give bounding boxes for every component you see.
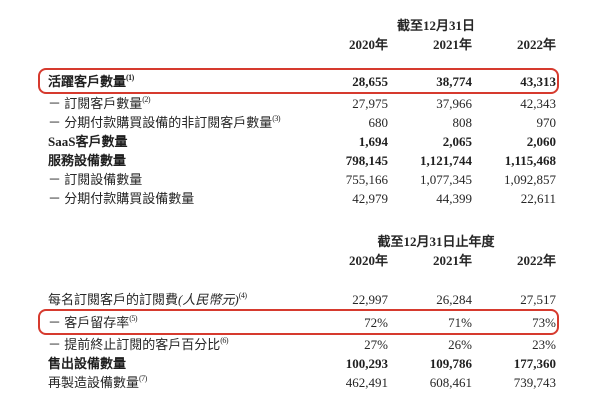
- row-value-2021: 1,121,744: [420, 153, 472, 168]
- row-value-2020: 755,166: [345, 172, 388, 187]
- footnote-superscript: (3): [272, 114, 281, 123]
- row-value-2022: 1,092,857: [504, 172, 556, 187]
- period-header: 截至12月31日: [396, 18, 475, 33]
- row-value-2020: 680: [368, 115, 389, 130]
- row-value-2022: 2,060: [526, 134, 556, 149]
- row-label: － 訂閱設備數量: [48, 172, 143, 187]
- footnote-superscript: (7): [139, 374, 147, 383]
- row-label: 服務設備數量: [48, 153, 127, 168]
- table-row-installment-devices: － 分期付款購買設備數量 42,979 44,399 22,611: [48, 189, 556, 208]
- table-row-customer-retention: － 客戶留存率(5) 72% 71% 73%: [38, 309, 559, 335]
- row-label: 售出設備數量: [48, 356, 127, 371]
- row-label: － 訂閱客戶數量(2): [48, 94, 304, 113]
- year-header-row: 2020年 2021年 2022年: [48, 251, 556, 270]
- row-label-text: － 分期付款購買設備的非訂閱客戶數量: [48, 115, 273, 130]
- row-value-2021: 37,966: [436, 96, 472, 111]
- table-row-subscription-devices: － 訂閱設備數量 755,166 1,077,345 1,092,857: [48, 170, 556, 189]
- spacer: [0, 208, 600, 232]
- row-value-2020: 27%: [364, 337, 388, 352]
- spacer: [48, 54, 556, 68]
- row-value-2022: 177,360: [513, 356, 556, 371]
- metrics-table-operating: 截至12月31日 2020年 2021年 2022年 活躍客戶數量(1) 28,…: [0, 16, 600, 208]
- period-header-row: 截至12月31日: [48, 16, 556, 35]
- row-value-2022: 27,517: [520, 292, 556, 307]
- row-value-2020: 462,491: [345, 375, 388, 390]
- table-row-serviced-devices: 服務設備數量 798,145 1,121,744 1,115,468: [48, 151, 556, 170]
- row-label-text: 活躍客戶數量: [48, 73, 127, 89]
- row-value-2021: 608,461: [429, 375, 472, 390]
- table-row-saas-customers: SaaS客戶數量 1,694 2,065 2,060: [48, 132, 556, 151]
- year-header-2021: 2021年: [432, 37, 472, 52]
- footnote-superscript: (1): [126, 72, 134, 82]
- row-value-2022: 73%: [532, 314, 556, 330]
- row-label-text: 再製造設備數量: [48, 375, 140, 390]
- metrics-table-financial: 截至12月31日止年度 2020年 2021年 2022年 每名訂閱客戶的訂閱費…: [0, 232, 600, 392]
- row-label: － 客戶留存率(5): [48, 313, 304, 332]
- row-value-2020: 27,975: [352, 96, 388, 111]
- row-value-2020: 100,293: [345, 356, 388, 371]
- row-value-2020: 42,979: [352, 191, 388, 206]
- row-label-text: 每名訂閱客戶的訂閱費: [48, 292, 179, 307]
- row-label: SaaS客戶數量: [48, 134, 128, 149]
- row-value-2021: 38,774: [436, 73, 472, 89]
- row-value-2022: 739,743: [513, 375, 556, 390]
- row-label-text: － 提前終止訂閱的客戶百分比: [48, 337, 221, 352]
- table-row-early-termination: － 提前終止訂閱的客戶百分比(6) 27% 26% 23%: [48, 335, 556, 354]
- row-value-2021: 71%: [448, 314, 472, 330]
- year-header-2020: 2020年: [348, 253, 388, 268]
- row-value-2020: 72%: [364, 314, 388, 330]
- table-row-installment-nonsub-customers: － 分期付款購買設備的非訂閱客戶數量(3) 680 808 970: [48, 113, 556, 132]
- row-value-2021: 808: [452, 115, 473, 130]
- table-row-subscription-fee: 每名訂閱客戶的訂閱費(人民幣元)(4) 22,997 26,284 27,517: [48, 290, 556, 309]
- row-value-2022: 23%: [532, 337, 556, 352]
- row-value-2022: 43,313: [520, 73, 556, 89]
- row-value-2021: 109,786: [429, 356, 472, 371]
- row-label-text: － 訂閱客戶數量: [48, 96, 143, 111]
- year-header-2020: 2020年: [348, 37, 388, 52]
- row-value-2022: 22,611: [520, 191, 556, 206]
- year-header-2022: 2022年: [516, 37, 556, 52]
- table-row-remanufactured-devices: 再製造設備數量(7) 462,491 608,461 739,743: [48, 373, 556, 392]
- row-value-2022: 970: [536, 115, 557, 130]
- row-value-2022: 42,343: [520, 96, 556, 111]
- footnote-superscript: (5): [129, 313, 138, 323]
- row-label: － 提前終止訂閱的客戶百分比(6): [48, 335, 304, 354]
- row-value-2020: 22,997: [352, 292, 388, 307]
- row-value-2020: 798,145: [345, 153, 388, 168]
- period-header-row: 截至12月31日止年度: [48, 232, 556, 251]
- table-row-active-customers: 活躍客戶數量(1) 28,655 38,774 43,313: [38, 68, 559, 94]
- table-row-subscription-customers: － 訂閱客戶數量(2) 27,975 37,966 42,343: [48, 94, 556, 113]
- row-value-2020: 28,655: [352, 73, 388, 89]
- row-label: 活躍客戶數量(1): [48, 72, 304, 91]
- row-value-2020: 1,694: [358, 134, 388, 149]
- spacer: [48, 270, 556, 290]
- row-label: － 分期付款購買設備數量: [48, 191, 195, 206]
- year-header-2021: 2021年: [432, 253, 472, 268]
- row-value-2021: 26,284: [436, 292, 472, 307]
- period-header: 截至12月31日止年度: [377, 234, 495, 249]
- row-label: － 分期付款購買設備的非訂閱客戶數量(3): [48, 113, 304, 132]
- row-label: 每名訂閱客戶的訂閱費(人民幣元)(4): [48, 290, 304, 309]
- table-row-devices-sold: 售出設備數量 100,293 109,786 177,360: [48, 354, 556, 373]
- year-header-2022: 2022年: [516, 253, 556, 268]
- row-value-2022: 1,115,468: [504, 153, 556, 168]
- row-value-2021: 26%: [448, 337, 472, 352]
- row-value-2021: 1,077,345: [420, 172, 472, 187]
- row-value-2021: 44,399: [436, 191, 472, 206]
- row-label: 再製造設備數量(7): [48, 373, 304, 392]
- footnote-superscript: (2): [142, 95, 151, 104]
- row-value-2021: 2,065: [442, 134, 472, 149]
- footnote-superscript: (4): [238, 291, 247, 300]
- row-label-note: (人民幣元): [178, 292, 239, 307]
- year-header-row: 2020年 2021年 2022年: [48, 35, 556, 54]
- footnote-superscript: (6): [220, 336, 229, 345]
- row-label-text: － 客戶留存率: [48, 314, 130, 330]
